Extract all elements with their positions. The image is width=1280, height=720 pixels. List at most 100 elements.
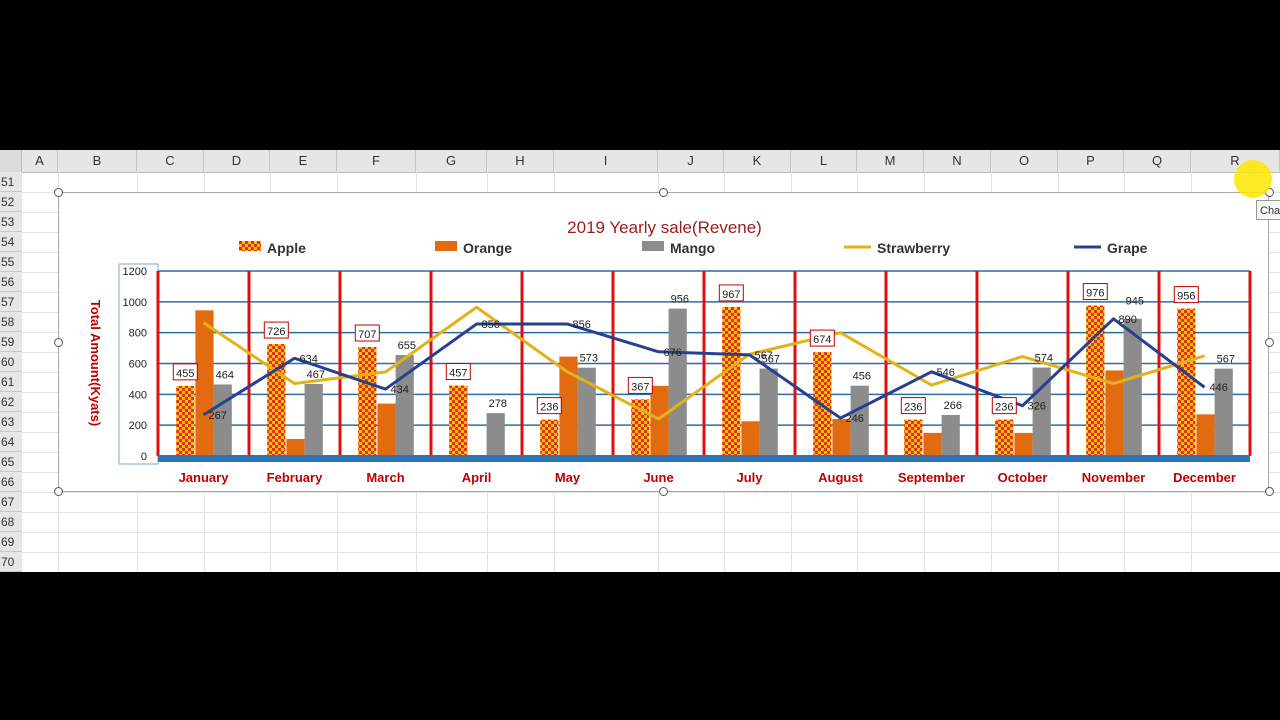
- x-category-label: July: [736, 470, 763, 485]
- row-header-64[interactable]: 64: [0, 432, 22, 452]
- bar-apple: [995, 419, 1014, 456]
- column-header-k[interactable]: K: [724, 150, 791, 172]
- row-header-65[interactable]: 65: [0, 452, 22, 472]
- data-label-apple: 707: [358, 329, 376, 341]
- bar-mango: [304, 384, 323, 456]
- data-label-mango: 567: [1217, 354, 1235, 366]
- x-category-label: December: [1173, 470, 1236, 485]
- bar-orange: [741, 421, 760, 456]
- row-gridline: [22, 512, 1280, 513]
- data-label-apple: 455: [176, 368, 194, 380]
- bar-mango: [941, 414, 960, 456]
- y-tick-label: 0: [141, 451, 147, 463]
- bar-orange: [1196, 414, 1215, 456]
- row-header-59[interactable]: 59: [0, 332, 22, 352]
- x-category-label: August: [818, 470, 863, 485]
- column-header-e[interactable]: E: [270, 150, 337, 172]
- column-header-n[interactable]: N: [924, 150, 991, 172]
- bar-apple: [540, 419, 559, 456]
- chart-resize-handle[interactable]: [1265, 487, 1274, 496]
- data-label-mango: 945: [1126, 295, 1144, 307]
- column-header-g[interactable]: G: [416, 150, 487, 172]
- bar-orange: [559, 356, 578, 456]
- bar-mango: [1214, 368, 1233, 456]
- column-header-q[interactable]: Q: [1124, 150, 1191, 172]
- legend-swatch-apple: [239, 241, 261, 251]
- column-header-b[interactable]: B: [58, 150, 137, 172]
- chart-resize-handle[interactable]: [1265, 338, 1274, 347]
- chart-resize-handle[interactable]: [54, 338, 63, 347]
- data-label-mango: 574: [1035, 353, 1053, 365]
- column-header-l[interactable]: L: [791, 150, 857, 172]
- row-header-54[interactable]: 54: [0, 232, 22, 252]
- y-tick-label: 1000: [123, 297, 147, 309]
- data-label-apple: 367: [631, 381, 649, 393]
- legend-label-grape: Grape: [1107, 240, 1148, 256]
- data-label-apple: 967: [722, 289, 740, 301]
- bar-mango: [486, 413, 505, 456]
- row-header-53[interactable]: 53: [0, 212, 22, 232]
- row-header-56[interactable]: 56: [0, 272, 22, 292]
- column-header-c[interactable]: C: [137, 150, 204, 172]
- data-label-box-apple: [627, 376, 653, 394]
- bar-apple: [904, 419, 923, 456]
- chart-area[interactable]: 2019 Yearly sale(Revene) Apple Orange Mango…: [58, 192, 1269, 492]
- cursor-highlight: [1234, 160, 1272, 198]
- row-header-60[interactable]: 60: [0, 352, 22, 372]
- row-header-61[interactable]: 61: [0, 372, 22, 392]
- column-header-a[interactable]: A: [22, 150, 58, 172]
- chart-canvas: 2019 Yearly sale(Revene) Apple Orange Mango…: [88, 218, 1252, 485]
- column-header-p[interactable]: P: [1058, 150, 1124, 172]
- row-header-57[interactable]: 57: [0, 292, 22, 312]
- row-header-67[interactable]: 67: [0, 492, 22, 512]
- line-strawberry: [202, 305, 1205, 421]
- legend-swatch-orange: [435, 241, 457, 251]
- data-label-mango: 956: [671, 294, 689, 306]
- y-tick-label: 600: [129, 359, 147, 371]
- row-header-52[interactable]: 52: [0, 192, 22, 212]
- bar-apple: [722, 306, 741, 456]
- chart-resize-handle[interactable]: [54, 487, 63, 496]
- column-header-j[interactable]: J: [658, 150, 724, 172]
- row-header-66[interactable]: 66: [0, 472, 22, 492]
- bar-orange: [195, 310, 214, 456]
- bar-orange: [1014, 432, 1033, 456]
- row-header-63[interactable]: 63: [0, 412, 22, 432]
- row-header-69[interactable]: 69: [0, 532, 22, 552]
- bar-apple: [176, 385, 195, 456]
- data-label-box-apple: [445, 363, 471, 381]
- chart-resize-handle[interactable]: [54, 188, 63, 197]
- y-tick-label: 800: [129, 328, 147, 340]
- data-label-grape: 567: [755, 350, 773, 362]
- bar-orange: [923, 432, 942, 456]
- data-label-box-apple: [263, 321, 289, 339]
- chart-resize-handle[interactable]: [659, 188, 668, 197]
- legend-label-strawberry: Strawberry: [877, 240, 950, 256]
- bar-mango: [577, 367, 596, 456]
- column-header-d[interactable]: D: [204, 150, 270, 172]
- select-all-corner[interactable]: [0, 150, 22, 172]
- data-label-grape: 856: [482, 319, 500, 331]
- row-header-70[interactable]: 70: [0, 552, 22, 572]
- data-label-box-apple: [172, 363, 198, 381]
- data-label-mango: 567: [762, 354, 780, 366]
- data-label-mango: 456: [853, 371, 871, 383]
- column-header-f[interactable]: F: [337, 150, 416, 172]
- data-label-grape: 434: [391, 384, 409, 396]
- bar-mango: [1123, 318, 1142, 456]
- bar-apple: [267, 344, 286, 456]
- column-header-i[interactable]: I: [554, 150, 658, 172]
- row-header-55[interactable]: 55: [0, 252, 22, 272]
- column-header-m[interactable]: M: [857, 150, 924, 172]
- column-header-o[interactable]: O: [991, 150, 1058, 172]
- data-label-grape: 856: [573, 319, 591, 331]
- legend-label-orange: Orange: [463, 240, 512, 256]
- column-header-h[interactable]: H: [487, 150, 554, 172]
- row-header-62[interactable]: 62: [0, 392, 22, 412]
- row-header-51[interactable]: 51: [0, 172, 22, 192]
- legend-swatch-mango: [642, 241, 664, 251]
- row-header-68[interactable]: 68: [0, 512, 22, 532]
- row-header-58[interactable]: 58: [0, 312, 22, 332]
- chart-resize-handle[interactable]: [659, 487, 668, 496]
